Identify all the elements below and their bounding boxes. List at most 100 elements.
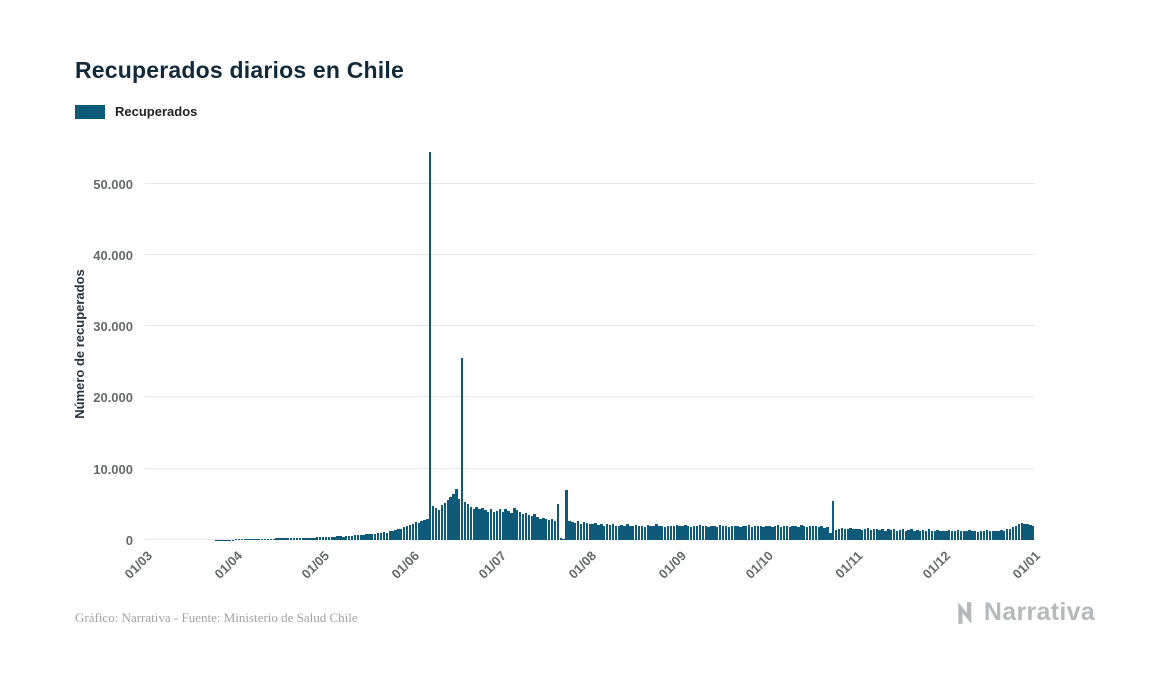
bar <box>716 527 719 540</box>
bar <box>863 529 867 540</box>
bar <box>840 527 844 540</box>
bar <box>985 530 989 540</box>
bar <box>371 533 374 540</box>
bar <box>304 537 307 540</box>
bar <box>837 528 841 540</box>
bar <box>347 535 351 540</box>
bar <box>982 531 986 540</box>
bar <box>866 527 870 540</box>
legend-label: Recuperados <box>115 104 198 119</box>
bar <box>574 522 577 540</box>
bar <box>745 526 748 540</box>
bar <box>246 539 249 540</box>
bar <box>878 530 881 540</box>
bar <box>243 539 246 540</box>
bar <box>527 515 531 540</box>
bar <box>704 525 707 540</box>
bar <box>666 526 670 540</box>
bar <box>646 525 649 540</box>
bar <box>898 530 902 540</box>
bar <box>553 520 557 540</box>
bar <box>1017 524 1020 540</box>
bar <box>811 526 815 540</box>
bar <box>600 523 603 540</box>
bar <box>556 504 560 540</box>
bar <box>559 537 562 540</box>
bar <box>345 536 348 540</box>
bar <box>779 527 783 540</box>
plot-area <box>145 148 1035 540</box>
bar <box>1026 524 1029 540</box>
bar <box>1011 527 1015 540</box>
bar <box>365 534 368 540</box>
bar <box>240 539 244 540</box>
bar <box>788 527 791 540</box>
bar <box>460 357 464 540</box>
bar <box>820 526 823 540</box>
bar <box>582 522 586 540</box>
bar <box>217 539 220 540</box>
bar <box>469 506 473 540</box>
y-tick-label: 20.000 <box>93 390 133 406</box>
bar <box>626 524 629 540</box>
bar <box>501 511 504 540</box>
bar <box>875 528 878 540</box>
bar <box>518 512 522 540</box>
bar <box>255 538 258 540</box>
bar <box>391 530 394 540</box>
bar <box>458 498 461 540</box>
bar <box>591 524 594 540</box>
x-tick-label: 01/01 <box>1009 548 1043 582</box>
bar <box>623 525 626 540</box>
bar <box>797 527 800 540</box>
bar <box>472 508 475 540</box>
bar <box>663 527 667 540</box>
source-caption: Gráfico: Narrativa - Fuente: Ministerio … <box>75 610 358 625</box>
bar <box>817 527 820 540</box>
bar <box>316 537 319 540</box>
bar <box>594 522 597 540</box>
bar <box>516 510 519 540</box>
gridline <box>145 467 1035 469</box>
bar <box>939 530 942 540</box>
bar <box>562 538 565 540</box>
bar <box>455 488 458 540</box>
bar <box>640 525 644 540</box>
bar <box>762 527 765 540</box>
bar <box>545 519 548 540</box>
bar <box>287 538 290 540</box>
bar <box>350 535 354 540</box>
bar <box>231 539 235 540</box>
bar <box>571 522 574 540</box>
bar <box>234 539 238 540</box>
bar <box>481 507 484 540</box>
bar <box>542 517 545 540</box>
bar <box>771 527 774 540</box>
bar <box>321 537 325 540</box>
bar <box>721 526 725 540</box>
bar <box>678 525 681 540</box>
bar <box>684 525 687 540</box>
bar <box>765 526 768 540</box>
bar <box>278 538 281 540</box>
bar <box>748 525 751 540</box>
bar <box>576 521 580 540</box>
bar <box>1029 525 1032 540</box>
bar <box>701 526 704 540</box>
bar <box>672 526 675 540</box>
bar <box>892 528 896 540</box>
bar <box>942 530 945 540</box>
bar <box>977 532 980 540</box>
bar <box>237 539 241 540</box>
gridline <box>145 182 1035 184</box>
legend: Recuperados <box>75 104 197 119</box>
bar <box>916 530 919 540</box>
bar <box>1023 523 1026 540</box>
bar <box>768 525 771 540</box>
bar <box>655 524 658 540</box>
bar <box>603 525 606 540</box>
bar <box>336 536 339 540</box>
bar <box>269 538 273 540</box>
bar <box>301 537 304 540</box>
bar <box>307 537 310 540</box>
